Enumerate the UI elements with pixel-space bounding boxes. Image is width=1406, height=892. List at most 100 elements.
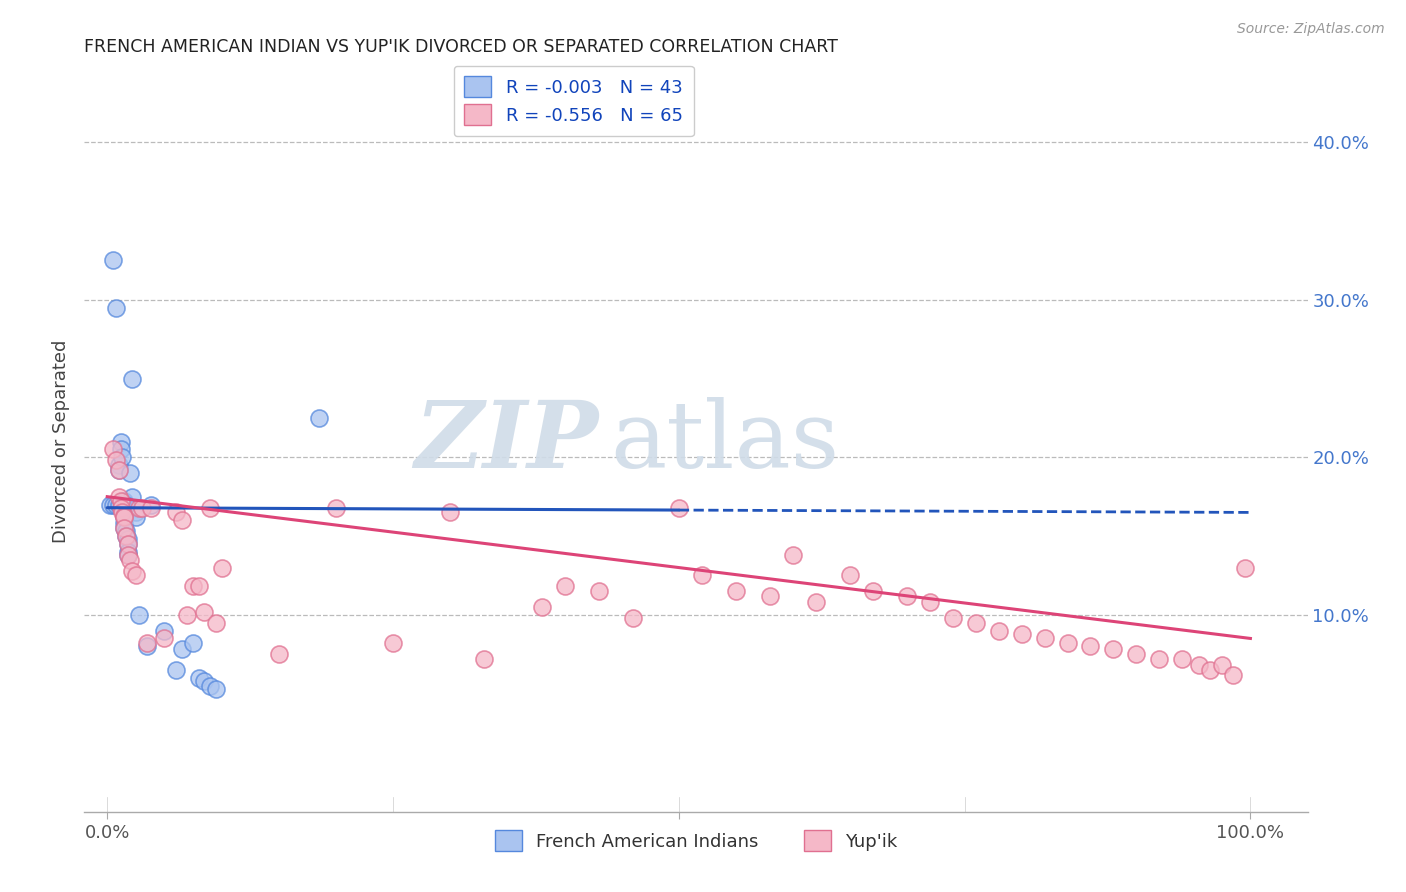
Point: [117, 545, 139, 559]
Point: [136, 636, 159, 650]
Point: [125, 510, 148, 524]
Point: [110, 434, 132, 449]
Point: [198, 679, 221, 693]
Point: [1222, 667, 1244, 681]
Point: [181, 636, 204, 650]
Point: [205, 681, 228, 696]
Point: [839, 568, 862, 582]
Text: FRENCH AMERICAN INDIAN VS YUP'IK DIVORCED OR SEPARATED CORRELATION CHART: FRENCH AMERICAN INDIAN VS YUP'IK DIVORCE…: [84, 38, 838, 56]
Point: [759, 589, 782, 603]
Point: [193, 605, 215, 619]
Point: [139, 498, 162, 512]
Point: [101, 253, 124, 268]
Point: [267, 647, 290, 661]
Point: [112, 521, 135, 535]
Point: [117, 537, 139, 551]
Point: [110, 494, 132, 508]
Point: [804, 595, 827, 609]
Point: [170, 642, 193, 657]
Point: [128, 500, 150, 515]
Point: [165, 663, 187, 677]
Point: [112, 500, 135, 515]
Point: [105, 453, 128, 467]
Point: [120, 466, 142, 480]
Point: [110, 442, 132, 457]
Point: [920, 595, 942, 609]
Point: [105, 498, 128, 512]
Point: [153, 624, 176, 638]
Point: [308, 411, 330, 425]
Point: [1125, 647, 1147, 661]
Point: [120, 552, 142, 566]
Point: [439, 505, 461, 519]
Point: [987, 624, 1010, 638]
Point: [114, 498, 136, 512]
Point: [114, 524, 136, 539]
Point: [107, 463, 129, 477]
Point: [117, 548, 139, 562]
Point: [125, 568, 148, 582]
Point: [553, 579, 575, 593]
Point: [782, 548, 804, 562]
Point: [965, 615, 987, 630]
Text: ZIP: ZIP: [413, 397, 598, 486]
Point: [325, 500, 347, 515]
Point: [131, 500, 153, 515]
Point: [107, 458, 129, 472]
Point: [187, 671, 209, 685]
Point: [176, 607, 198, 622]
Point: [690, 568, 713, 582]
Point: [112, 505, 135, 519]
Point: [111, 450, 134, 465]
Point: [1147, 652, 1170, 666]
Point: [111, 505, 134, 519]
Point: [136, 640, 159, 654]
Point: [107, 498, 129, 512]
Point: [114, 529, 136, 543]
Point: [153, 632, 176, 646]
Point: [205, 615, 228, 630]
Point: [112, 516, 135, 531]
Point: [165, 505, 187, 519]
Point: [114, 529, 136, 543]
Point: [112, 510, 135, 524]
Point: [1233, 560, 1256, 574]
Point: [181, 579, 204, 593]
Point: [112, 510, 135, 524]
Point: [382, 636, 405, 650]
Point: [107, 463, 129, 477]
Point: [125, 505, 148, 519]
Point: [121, 564, 143, 578]
Point: [621, 611, 644, 625]
Point: [128, 607, 150, 622]
Point: [112, 508, 135, 523]
Point: [211, 560, 233, 574]
Point: [121, 490, 143, 504]
Point: [1011, 626, 1033, 640]
Point: [107, 490, 129, 504]
Point: [101, 442, 124, 457]
Point: [724, 584, 747, 599]
Text: Source: ZipAtlas.com: Source: ZipAtlas.com: [1237, 22, 1385, 37]
Point: [110, 500, 132, 515]
Point: [474, 652, 496, 666]
Y-axis label: Divorced or Separated: Divorced or Separated: [52, 340, 70, 543]
Point: [1188, 658, 1211, 673]
Point: [112, 494, 135, 508]
Point: [125, 500, 148, 515]
Point: [117, 537, 139, 551]
Text: atlas: atlas: [610, 397, 839, 486]
Point: [896, 589, 918, 603]
Point: [105, 301, 128, 315]
Point: [112, 521, 135, 535]
Point: [170, 513, 193, 527]
Point: [1033, 632, 1056, 646]
Legend: French American Indians, Yup'ik: French American Indians, Yup'ik: [488, 823, 904, 858]
Point: [117, 548, 139, 562]
Point: [862, 584, 884, 599]
Point: [942, 611, 965, 625]
Point: [193, 673, 215, 688]
Point: [1199, 663, 1222, 677]
Point: [588, 584, 610, 599]
Point: [121, 371, 143, 385]
